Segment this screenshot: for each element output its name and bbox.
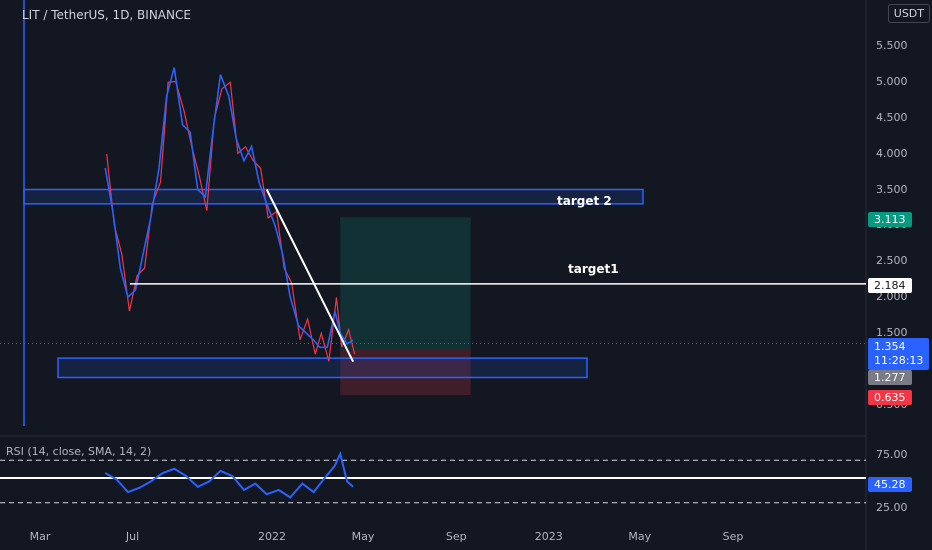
price-tick-label: 2.000 <box>876 290 908 304</box>
price-tick-label: 3.500 <box>876 182 908 196</box>
time-tick-label: Mar <box>29 530 51 543</box>
price-tick-label: 4.500 <box>876 110 908 124</box>
trendline <box>265 189 355 363</box>
price-tick-label: 4.000 <box>876 146 908 160</box>
time-tick-label: Sep <box>445 530 467 543</box>
time-tick-label: 2023 <box>534 530 563 543</box>
time-tick-label: 2022 <box>258 530 286 543</box>
entry-price-badge: 1.277 <box>868 370 912 385</box>
position-loss-zone <box>340 349 471 396</box>
target-2-label: target 2 <box>557 194 612 208</box>
target1-price-badge: 2.184 <box>868 278 912 293</box>
rsi-line <box>104 450 354 499</box>
rsi-value-badge: 45.28 <box>868 477 912 492</box>
time-tick-label: May <box>351 530 375 543</box>
price-tick-label: 5.000 <box>876 74 908 88</box>
price-series-up <box>104 67 354 349</box>
chart-title: LIT / TetherUS, 1D, BINANCE <box>22 8 191 22</box>
stop-price-badge: 0.635 <box>868 390 912 405</box>
price-tick-label: 1.500 <box>876 326 908 339</box>
price-series-down <box>106 80 356 362</box>
target-price-badge: 3.113 <box>868 212 912 227</box>
target-2-zone <box>23 188 644 205</box>
target-1-label: target1 <box>568 262 619 276</box>
price-tick-label: 2.500 <box>876 254 908 268</box>
last-price: 1.354 <box>874 340 906 353</box>
rsi-tick-label: 75.00 <box>876 448 908 461</box>
time-tick-label: Sep <box>722 530 744 543</box>
time-tick-label: May <box>628 530 652 543</box>
position-profit-zone <box>340 217 471 350</box>
price-tick-label: 5.500 <box>876 39 908 52</box>
rsi-tick-label: 25.00 <box>876 501 908 514</box>
last-price-badge: 1.354 11:28:13 <box>868 338 930 370</box>
bar-countdown: 11:28:13 <box>874 354 924 367</box>
currency-button[interactable]: USDT <box>887 4 930 23</box>
rsi-indicator-label[interactable]: RSI (14, close, SMA, 14, 2) <box>6 445 152 458</box>
time-tick-label: Jul <box>125 530 140 543</box>
support-zone <box>57 357 588 379</box>
